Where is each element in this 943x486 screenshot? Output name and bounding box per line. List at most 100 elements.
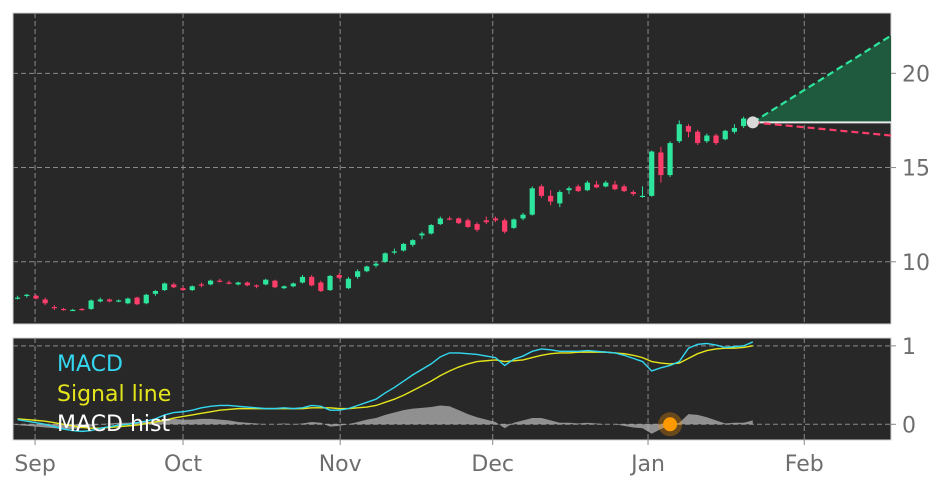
candle-body: [548, 195, 554, 202]
candle-7: [79, 307, 85, 311]
candle-body: [14, 297, 21, 299]
candle-32: [309, 274, 315, 287]
candle-body: [584, 182, 590, 191]
candle-43: [410, 239, 416, 247]
candle-8: [88, 299, 94, 310]
candle-34: [327, 274, 333, 292]
candle-body: [400, 243, 407, 251]
candle-body: [391, 251, 397, 253]
candle-4: [51, 305, 57, 310]
candle-body: [60, 308, 67, 311]
price-ytick-label-2: 20: [902, 62, 930, 87]
candle-35: [336, 273, 342, 279]
candle-body: [70, 309, 76, 312]
candle-body: [566, 188, 572, 191]
candle-body: [676, 124, 682, 142]
candle-body: [741, 118, 747, 127]
candle-54: [511, 218, 517, 229]
candle-body: [492, 218, 499, 221]
candle-body: [152, 291, 159, 294]
candle-79: [741, 116, 747, 128]
candle-11: [116, 299, 122, 303]
candle-22: [217, 278, 223, 283]
candle-57: [538, 184, 545, 198]
x-tick-label-1: Oct: [164, 452, 202, 477]
candle-body: [713, 135, 719, 144]
x-tick-label-2: Nov: [319, 452, 362, 477]
candle-27: [263, 278, 269, 286]
candle-3: [42, 297, 48, 306]
legend-entry-2: MACD hist: [57, 412, 170, 437]
candle-body: [309, 276, 315, 286]
candle-body: [538, 186, 545, 196]
candle-body: [649, 151, 655, 196]
candle-body: [446, 218, 453, 220]
candle-74: [695, 129, 701, 145]
candle-62: [584, 180, 590, 192]
candle-body: [630, 192, 636, 194]
price-ytick-label-1: 15: [902, 157, 930, 182]
candle-body: [327, 275, 333, 291]
candle-body: [143, 294, 149, 304]
candle-65: [612, 180, 618, 191]
candle-body: [410, 240, 416, 245]
candle-body: [299, 276, 306, 283]
candle-body: [88, 300, 94, 309]
candle-body: [557, 192, 563, 204]
candle-body: [593, 184, 600, 188]
candle-67: [630, 190, 636, 196]
macd-series: [13, 341, 754, 437]
candle-body: [621, 186, 627, 192]
candle-56: [529, 186, 535, 216]
candle-body: [198, 284, 204, 286]
candle-49: [465, 218, 471, 228]
candle-body: [97, 299, 103, 302]
candle-body: [382, 253, 388, 262]
candle-body: [731, 127, 738, 132]
candle-body: [612, 184, 618, 190]
candle-body: [437, 218, 443, 225]
candle-body: [106, 299, 113, 302]
macd-ytick-label-0: 0: [902, 413, 916, 438]
candle-body: [290, 283, 296, 287]
candle-body: [639, 195, 646, 198]
candle-body: [685, 126, 692, 132]
candle-64: [603, 180, 609, 188]
candle-68: [639, 186, 646, 198]
projection-lower-line: [752, 121, 892, 137]
candle-body: [42, 299, 48, 304]
candle-58: [548, 190, 554, 206]
macd-line: [17, 341, 754, 433]
legend-entry-1: Signal line: [57, 382, 171, 407]
candle-26: [253, 284, 260, 289]
candle-body: [511, 219, 517, 228]
candle-17: [171, 282, 177, 289]
candle-5: [60, 307, 67, 311]
candle-52: [492, 216, 499, 223]
candle-42: [400, 242, 407, 252]
candle-13: [134, 296, 140, 306]
candle-body: [79, 308, 85, 311]
candle-21: [207, 279, 214, 286]
candle-59: [557, 190, 563, 208]
candle-18: [180, 286, 186, 292]
candle-body: [474, 224, 480, 230]
candle-29: [281, 285, 287, 290]
candle-23: [226, 280, 232, 285]
candle-0: [14, 295, 21, 300]
candle-39: [373, 261, 379, 268]
candle-6: [70, 308, 76, 312]
candle-10: [106, 298, 113, 303]
candle-44: [419, 231, 425, 240]
candle-body: [336, 274, 342, 278]
candle-36: [345, 276, 352, 290]
candle-46: [437, 216, 443, 226]
legend-entry-0: MACD: [57, 352, 123, 377]
candle-body: [244, 282, 250, 286]
candle-body: [51, 307, 57, 309]
candle-body: [722, 130, 728, 140]
candle-body: [695, 131, 701, 144]
candle-33: [318, 280, 324, 292]
candle-61: [575, 184, 581, 193]
